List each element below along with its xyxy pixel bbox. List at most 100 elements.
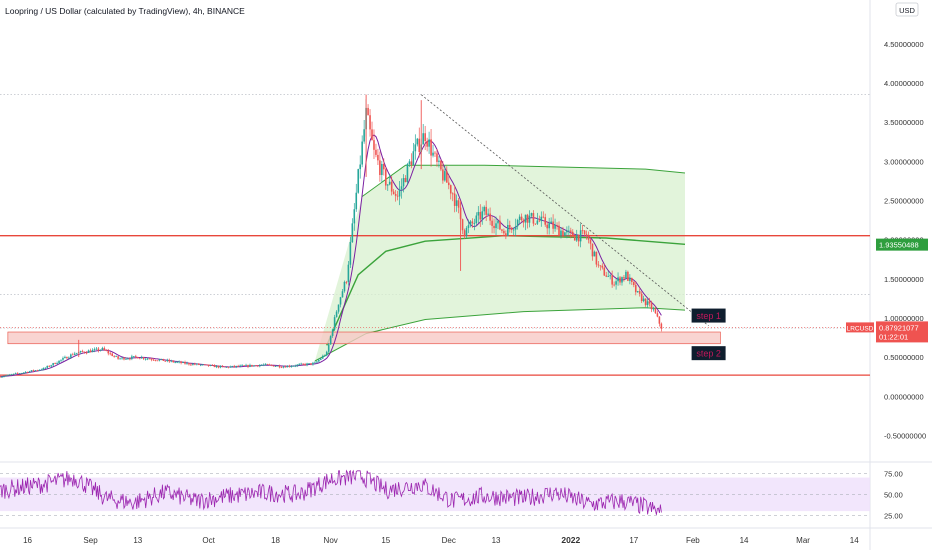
candle-body (44, 367, 47, 369)
candle-body (558, 225, 560, 236)
candle-body (182, 361, 184, 363)
candle-body (32, 370, 35, 372)
candle-body (440, 160, 442, 170)
candle-body (414, 144, 417, 152)
currency-button[interactable]: USD (895, 2, 919, 17)
candle-body (355, 192, 358, 210)
candle-body (194, 363, 196, 365)
candle-body (528, 215, 531, 223)
rsi-axis-tick: 50.00 (884, 490, 903, 499)
candle-body (617, 277, 619, 282)
candle-body (351, 223, 354, 243)
candle-body (369, 115, 371, 130)
candle-body (654, 308, 657, 314)
candle-body (260, 365, 263, 366)
candle-body (609, 275, 611, 277)
candle-body (339, 297, 342, 305)
candle-body (198, 363, 200, 365)
candle-body (85, 352, 88, 354)
candle-body (481, 211, 484, 220)
candle-body (203, 364, 206, 366)
candle-body (627, 271, 629, 281)
candle-body (318, 359, 320, 362)
candle-body (579, 230, 582, 242)
candle-body (507, 224, 509, 237)
candle-body (406, 164, 409, 183)
candle-body (184, 361, 186, 364)
candle-body (314, 362, 316, 364)
vwap-middle-line (326, 234, 686, 346)
candle-body (347, 264, 350, 282)
candle-body (201, 364, 204, 366)
candle-body (585, 234, 588, 236)
candle-body (410, 161, 413, 165)
symbol-tag-background (846, 322, 874, 333)
candle-body (329, 335, 332, 345)
candle-body (89, 350, 92, 353)
candle-body (30, 370, 33, 372)
candle-body (512, 229, 515, 231)
candle-body (465, 227, 468, 237)
candle-body (562, 230, 564, 236)
candle-body (629, 277, 631, 281)
candle-body (652, 308, 655, 310)
candle-body (229, 366, 232, 368)
candle-body (62, 358, 64, 360)
candle-body (9, 374, 11, 376)
time-axis-tick: 14 (740, 536, 749, 545)
candle-body (133, 356, 135, 357)
candle-body (377, 154, 379, 161)
candle-body (442, 169, 444, 181)
candle-body (601, 265, 604, 268)
step-box-1: step 1 (691, 308, 726, 323)
candle-body (54, 363, 56, 364)
step-box-background (691, 308, 726, 323)
candle-body (416, 138, 419, 145)
step-box-label: step 1 (696, 311, 721, 321)
candle-body (381, 163, 383, 176)
candle-body (532, 213, 535, 224)
candle-body (501, 229, 503, 231)
candle-body (70, 354, 72, 358)
candle-body (526, 214, 529, 223)
candle-body (302, 363, 304, 365)
candle-body (24, 371, 27, 373)
step-box-label: step 2 (696, 349, 721, 359)
rsi-axis-tick: 25.00 (884, 511, 903, 520)
candle-body (79, 351, 82, 353)
candle-body (379, 160, 381, 176)
candle-body (0, 376, 1, 378)
candle-body (170, 360, 173, 362)
candle-body (117, 356, 119, 359)
candle-body (101, 347, 104, 350)
candle-body (367, 107, 369, 116)
descending-trendline (420, 94, 709, 327)
candle-body (520, 216, 523, 221)
vwap-price-tag: 1.93550488 (876, 238, 928, 251)
candle-body (432, 152, 434, 156)
price-axis-tick: 4.50000000 (884, 40, 924, 49)
candle-body (186, 362, 188, 364)
candle-body (522, 220, 525, 223)
candle-body (646, 301, 649, 306)
candle-body (477, 211, 480, 216)
candle-body (48, 365, 51, 367)
candle-body (284, 366, 287, 368)
candle-body (282, 366, 285, 368)
candle-body (322, 355, 324, 359)
price-axis-tick: 0.50000000 (884, 353, 924, 362)
candle-body (343, 281, 346, 292)
candle-body (36, 370, 39, 372)
candle-body (573, 237, 576, 241)
candle-body (451, 193, 454, 195)
candle-body (457, 200, 460, 208)
candle-body (461, 219, 464, 231)
candle-body (176, 361, 178, 363)
candle-body (599, 265, 602, 267)
candle-body (113, 356, 115, 357)
candle-body (1, 376, 3, 378)
candle-body (56, 363, 58, 364)
candle-body (384, 169, 387, 186)
candle-body (310, 363, 312, 365)
